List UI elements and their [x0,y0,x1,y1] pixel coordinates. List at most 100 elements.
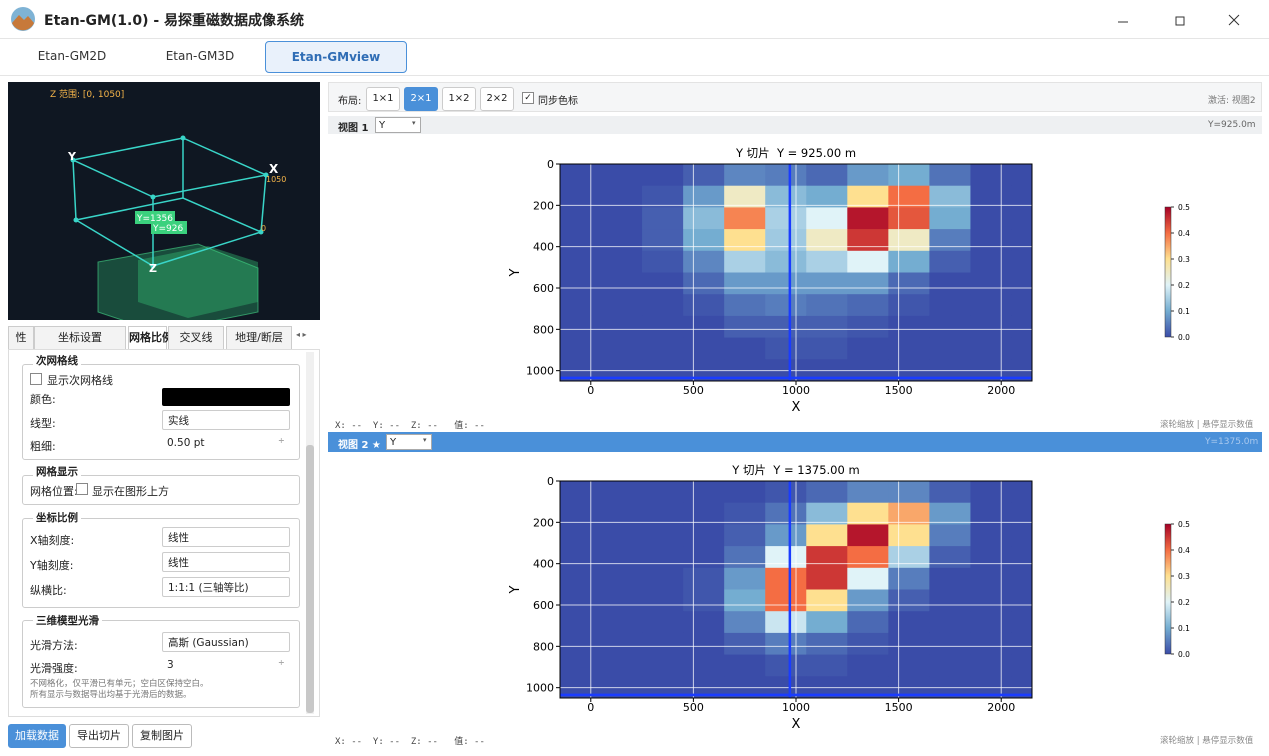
field-input[interactable]: 1:1:1 (三轴等比) [162,577,290,597]
heatmap-cell [642,481,684,504]
heatmap-cell [806,589,848,612]
view-position: Y=1375.0m [1205,437,1259,447]
select-arrow[interactable]: ▾ [412,119,416,127]
field-input[interactable]: 高斯 (Gaussian) [162,632,290,652]
heatmap-cell [1011,524,1033,547]
heatmap-cell [929,164,971,187]
hint: 滚轮缩放 | 悬停显示数值 [1160,420,1254,430]
heatmap-cell [888,185,930,208]
heatmap-cell [724,611,766,634]
heatmap-cell [724,250,766,273]
field-label: X轴刻度: [30,534,75,547]
spin-input[interactable]: 3 [162,655,290,675]
heatmap-cell [970,229,1012,252]
axis-select[interactable]: Y [375,117,421,133]
panel-tab[interactable]: 交叉线 [168,326,224,350]
layout-button[interactable]: 2×1 [404,87,438,111]
heatmap-cell [970,524,1012,547]
checkbox[interactable] [76,483,88,495]
chart-title: Y 切片 Y = 1375.00 m [731,463,859,477]
field-input[interactable]: 线性 [162,527,290,547]
heatmap-cell [642,164,684,187]
heatmap-cell [806,185,848,208]
colorbar [1164,206,1172,338]
heatmap-cell [929,611,971,634]
heatmap-cell [1011,250,1033,273]
heatmap-cell [724,337,766,360]
x-tick-label: 0 [587,384,594,397]
heatmap-cell [560,164,602,187]
heatmap-cell [765,567,807,590]
heatmap-cell [560,611,602,634]
heatmap-cell [847,272,889,295]
heatmap-cell [847,481,889,504]
status: X: -- Y: -- Z: -- 值: -- [335,737,485,747]
x-tick-label: 1500 [885,384,913,397]
tab-scroll[interactable]: ◂ ▸ [296,330,307,339]
spin-input[interactable]: 0.50 pt [162,433,290,453]
checkbox[interactable] [30,373,42,385]
heatmap-cell [765,524,807,547]
heatmap-cell [683,524,725,547]
heatmap-cell [765,185,807,208]
heatmap-cell [806,524,848,547]
layout-button[interactable]: 1×2 [442,87,476,111]
button[interactable]: 复制图片 [132,724,192,748]
heatmap-cell [929,524,971,547]
heatmap-cell [929,654,971,677]
panel-tab[interactable]: 地理/断层 [226,326,292,350]
scrollbar-thumb[interactable] [306,445,314,713]
window-controls[interactable] [1110,8,1250,32]
panel-tab-active[interactable]: 网格比例 [128,326,173,350]
field-input[interactable]: 线性 [162,552,290,572]
button[interactable]: 导出切片 [69,724,129,748]
heatmap-cell [806,164,848,187]
main-tab[interactable]: Etan-GMview [265,41,407,73]
axis-tick: 1050 [266,175,286,184]
main-tab[interactable]: Etan-GM2D [37,49,107,63]
slice-label: Y=1356 [136,214,173,224]
spin-arrows[interactable]: ÷ [278,658,285,667]
heatmap-cell [847,502,889,525]
heatmap-cell [601,207,643,230]
field-input[interactable]: 实线 [162,410,290,430]
heatmap-cell [560,229,602,252]
main-tab[interactable]: Etan-GM3D [165,49,235,63]
heatmap-cell [888,207,930,230]
color-swatch[interactable] [162,388,290,406]
select-arrow[interactable]: ▾ [423,436,427,444]
plot-frame [559,480,1033,699]
colorbar-label: 0.0 [1178,650,1190,659]
shape [263,172,269,178]
heatmap-cell [806,502,848,525]
heatmap-cell [970,654,1012,677]
axis-select[interactable]: Y [386,434,432,450]
y-tick-label: 200 [533,199,554,212]
heatmap-cell [683,315,725,338]
button[interactable]: 加载数据 [8,724,66,748]
y-axis-label: Y [508,268,523,277]
view-3d[interactable] [8,82,320,320]
spin-arrows[interactable]: ÷ [278,436,285,445]
layout-button[interactable]: 1×1 [366,87,400,111]
heatmap-cell [683,185,725,208]
plot-frame [559,163,1033,382]
heatmap-cell [601,502,643,525]
field-label: 纵横比: [30,584,67,597]
heatmap-cell [601,632,643,655]
heatmap-cell [601,250,643,273]
heatmap-cell [724,315,766,338]
y-tick-label: 800 [533,640,554,653]
heatmap-cell [888,502,930,525]
layout-button[interactable]: 2×2 [480,87,514,111]
heatmap-cell [765,589,807,612]
heatmap-cell [1011,611,1033,634]
field-label: 颜色: [30,393,56,406]
checkbox-checked[interactable]: ✓ [522,92,534,104]
field-label: 光滑方法: [30,639,78,652]
heatmap-cell [929,502,971,525]
heatmap-cell [683,294,725,317]
shape [1228,14,1240,26]
colorbar [1164,523,1172,655]
heatmap-cell [888,272,930,295]
